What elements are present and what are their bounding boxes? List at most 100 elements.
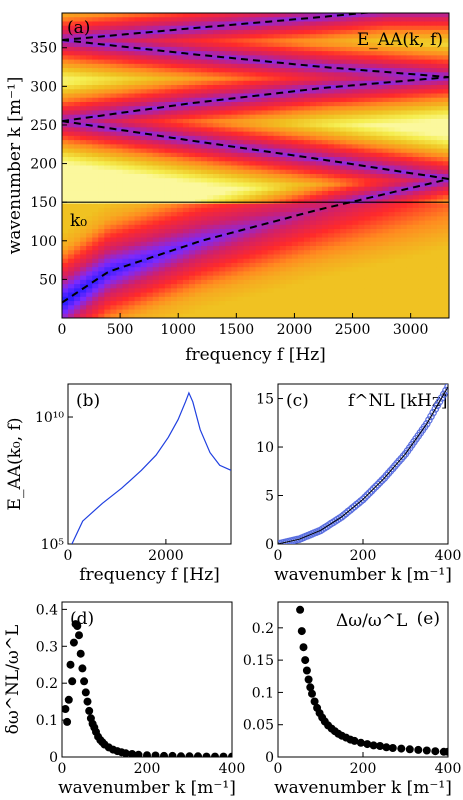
heatmap-cell [122,34,130,40]
heatmap-cell [430,59,438,65]
heatmap-cell [146,13,154,18]
heatmap-cell [382,144,390,150]
heatmap-cell [400,148,408,154]
heatmap-cell [376,25,384,31]
heatmap-cell [104,46,111,52]
heatmap-cell [249,284,257,289]
heatmap-cell [176,144,184,150]
heatmap-cell [436,182,444,188]
heatmap-cell [152,296,160,302]
heatmap-cell [86,203,93,209]
heatmap-cell [358,63,365,69]
heatmap-cell [152,309,160,315]
heatmap-cell [273,224,281,230]
heatmap-cell [388,178,396,184]
heatmap-cell [249,296,257,302]
heatmap-cell [213,13,220,18]
heatmap-cell [176,296,184,302]
heatmap-cell [412,216,420,222]
heatmap-cell [219,284,226,289]
heatmap-cell [176,106,184,112]
heatmap-cell [74,118,81,124]
heatmap-cell [315,148,323,154]
heatmap-cell [328,34,335,40]
heatmap-cell [110,313,118,318]
heatmap-cell [128,173,136,179]
heatmap-cell [297,296,305,302]
heatmap-cell [364,55,371,61]
heatmap-cell [400,161,408,167]
heatmap-cell [328,292,335,298]
heatmap-cell [225,93,232,99]
heatmap-cell [158,195,166,200]
heatmap-cell [164,309,172,315]
heatmap-cell [382,161,390,167]
heatmap-cell [68,144,75,150]
heatmap-cell [406,182,414,188]
y-axis-label-d: δω^NL/ω^L [3,625,23,735]
heatmap-cell [340,135,347,141]
heatmap-cell [188,110,196,116]
heatmap-cell [370,63,378,69]
heatmap-cell [146,148,154,154]
heatmap-cell [86,267,93,273]
heatmap-cell [261,123,269,128]
heatmap-cell [382,182,390,188]
heatmap-cell [424,152,432,158]
heatmap-cell [382,288,390,294]
heatmap-cell [98,173,105,179]
heatmap-cell [225,63,232,69]
heatmap-cell [297,93,305,99]
heatmap-cell [213,59,220,65]
heatmap-cell [412,97,420,103]
heatmap-cell [352,305,359,311]
heatmap-cell [146,68,154,73]
heatmap-cell [436,13,444,18]
heatmap-cell [128,313,136,318]
heatmap-cell [394,233,402,239]
heatmap-cell [267,275,275,281]
heatmap-cell [309,296,317,302]
heatmap-cell [279,182,287,188]
heatmap-cell [358,114,365,120]
heatmap-cell [104,76,111,82]
heatmap-cell [328,305,335,311]
heatmap-cell [382,178,390,184]
heatmap-cell [170,131,178,137]
heatmap-cell [68,224,75,230]
heatmap-cell [424,267,432,273]
heatmap-cell [394,241,402,247]
heatmap-cell [346,144,353,150]
data-point-c [386,466,395,475]
heatmap-cell [68,207,75,213]
heatmap-cell [249,161,257,167]
heatmap-cell [80,229,87,234]
heatmap-cell [98,89,105,95]
heatmap-cell [225,267,232,273]
heatmap-cell [291,34,299,40]
heatmap-cell [328,106,335,112]
heatmap-cell [279,42,287,48]
heatmap-cell [334,51,341,56]
heatmap-cell [297,161,305,167]
heatmap-cell [285,157,293,162]
heatmap-cell [430,271,438,277]
heatmap-cell [128,76,136,82]
heatmap-cell [328,68,335,73]
heatmap-cell [116,220,124,226]
heatmap-cell [249,72,257,78]
heatmap-cell [110,68,118,73]
heatmap-cell [309,38,317,44]
heatmap-cell [334,207,341,213]
heatmap-cell [273,152,281,158]
heatmap-cell [291,245,299,251]
heatmap-cell [309,118,317,124]
heatmap-cell [128,254,136,260]
heatmap-cell [92,309,99,315]
heatmap-cell [376,169,384,175]
heatmap-cell [146,38,154,44]
heatmap-cell [442,51,449,56]
heatmap-cell [424,29,432,35]
heatmap-cell [334,131,341,137]
heatmap-cell [146,97,154,103]
